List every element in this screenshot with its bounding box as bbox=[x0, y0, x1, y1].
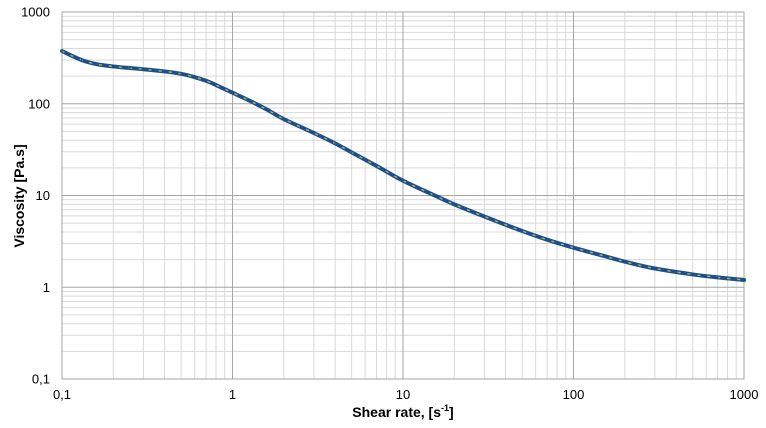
series-point bbox=[572, 246, 575, 249]
y-tick-label: 100 bbox=[28, 96, 50, 111]
x-axis-title-main: Shear rate, [s bbox=[352, 404, 441, 420]
series-point bbox=[691, 273, 694, 276]
series-point bbox=[231, 91, 234, 94]
x-axis-title: Shear rate, [s-1] bbox=[352, 403, 453, 420]
x-axis-title-suffix: ] bbox=[449, 404, 454, 420]
series-point bbox=[375, 165, 378, 167]
x-tick-label: 100 bbox=[563, 387, 585, 402]
series-point bbox=[266, 108, 269, 111]
series-point bbox=[215, 84, 217, 86]
series-point bbox=[624, 260, 626, 263]
series-point bbox=[142, 68, 145, 70]
series-point bbox=[602, 255, 605, 257]
series-point bbox=[350, 151, 353, 154]
series-point bbox=[716, 276, 719, 279]
series-point bbox=[193, 76, 196, 78]
series-point bbox=[334, 142, 336, 145]
x-tick-labels: 0,1 1 10 100 1000 bbox=[53, 387, 759, 402]
series-point bbox=[205, 79, 207, 82]
series-point bbox=[96, 63, 98, 65]
series-point bbox=[402, 179, 404, 182]
y-tick-label: 0,1 bbox=[32, 372, 50, 387]
series-point bbox=[251, 101, 253, 103]
x-tick-label: 1000 bbox=[730, 387, 759, 402]
x-tick-label: 1 bbox=[229, 387, 236, 402]
series-line-dash-overlay bbox=[61, 50, 745, 281]
y-tick-labels: 0,1 1 10 100 1000 bbox=[21, 5, 50, 387]
series-point bbox=[112, 65, 115, 68]
y-axis-title: Viscosity [Pa.s] bbox=[11, 144, 27, 247]
y-tick-label: 10 bbox=[36, 188, 50, 203]
series-point bbox=[743, 279, 745, 281]
series-point bbox=[163, 70, 166, 73]
series-point bbox=[483, 215, 486, 218]
series-point bbox=[129, 67, 131, 69]
series-point bbox=[432, 193, 434, 196]
x-tick-label: 10 bbox=[396, 387, 410, 402]
series-point bbox=[180, 73, 182, 75]
x-tick-label: 0,1 bbox=[53, 387, 71, 402]
series-point bbox=[61, 50, 63, 52]
series-point bbox=[80, 59, 83, 61]
series-point bbox=[453, 203, 456, 206]
y-tick-label: 1 bbox=[43, 280, 50, 295]
series-point bbox=[546, 238, 548, 241]
series-point bbox=[521, 230, 523, 232]
major-grid bbox=[61, 11, 745, 380]
series-point bbox=[313, 132, 315, 134]
y-tick-label: 1000 bbox=[21, 5, 50, 20]
series-layer bbox=[60, 49, 746, 282]
series-point bbox=[654, 267, 656, 270]
x-axis-title-superscript: -1 bbox=[441, 403, 449, 413]
series-point bbox=[283, 118, 285, 120]
